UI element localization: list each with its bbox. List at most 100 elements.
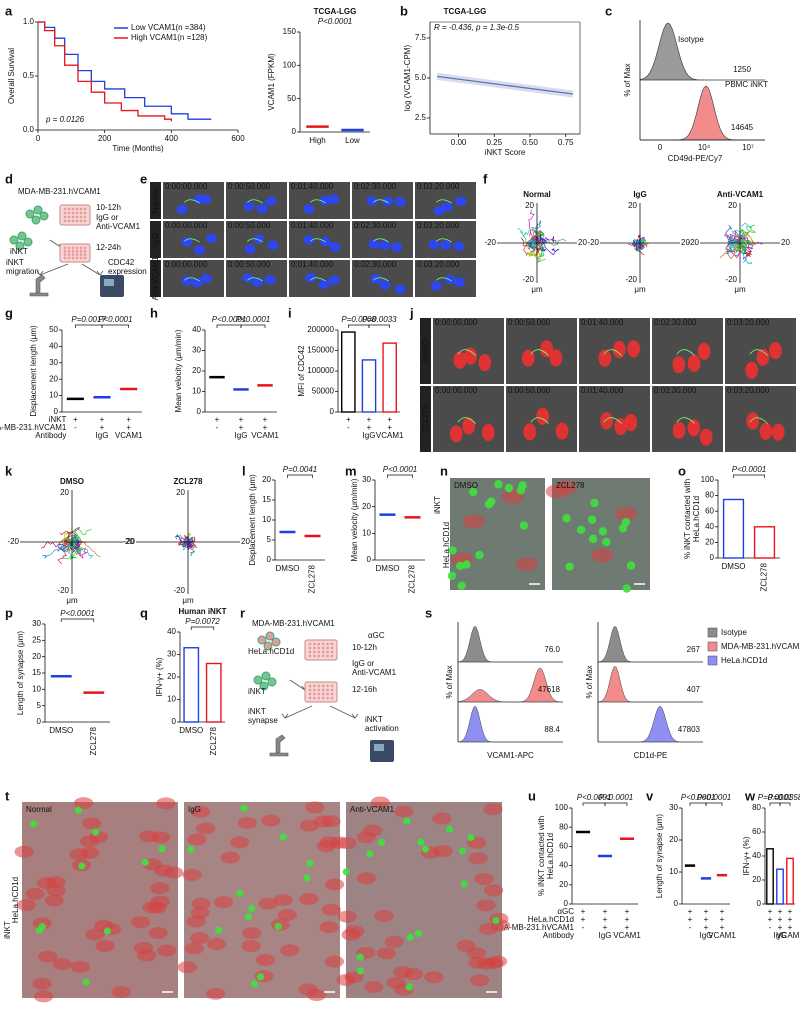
red-cell xyxy=(148,927,168,940)
y-tick-label: 0 xyxy=(292,127,297,136)
timestamp: 0:00:00.000 xyxy=(435,318,478,327)
red-cell xyxy=(230,836,250,849)
schematic-label: expression xyxy=(108,267,147,276)
trajectory xyxy=(734,224,756,244)
well xyxy=(75,246,79,250)
cell-blob xyxy=(181,237,193,247)
axis-label: CD1d-PE xyxy=(634,751,668,760)
cell-icon xyxy=(263,641,273,651)
red-cell xyxy=(150,882,170,895)
green-cell xyxy=(504,483,514,493)
flow-screen xyxy=(374,744,384,751)
condition-value: + xyxy=(720,923,725,932)
well xyxy=(321,646,325,650)
condition-value: + xyxy=(788,923,793,932)
timestamp: 0:03:20.000 xyxy=(417,221,460,230)
schematic-label: IgG or xyxy=(352,659,375,668)
y-tick-label: 80 xyxy=(705,491,714,500)
x-tick-label: 0 xyxy=(36,134,41,143)
p-value: P<0.0001 xyxy=(697,793,731,802)
trajectory xyxy=(632,238,641,244)
trajectory xyxy=(536,236,557,246)
axis-tick: -20 xyxy=(123,537,135,546)
cell-blob xyxy=(462,417,476,435)
green-cell xyxy=(492,916,500,925)
green-cell xyxy=(458,847,467,855)
p-value: P<0.0001 xyxy=(60,609,94,618)
green-cell xyxy=(462,560,471,569)
cell-blob xyxy=(243,201,255,212)
panel-letter: b xyxy=(400,3,408,18)
x-tick-label: ZCL278 xyxy=(408,564,417,593)
cell-icon xyxy=(39,211,49,221)
green-cell xyxy=(622,584,631,593)
cell-blob xyxy=(478,353,492,372)
well xyxy=(308,650,312,654)
cell-blob xyxy=(455,196,467,207)
y-tick-label: 10 xyxy=(362,528,371,537)
well xyxy=(330,650,334,654)
well xyxy=(79,215,83,219)
red-cell xyxy=(299,893,319,906)
timestamp: 0:00:50.000 xyxy=(508,386,551,395)
red-cell xyxy=(484,884,504,897)
well xyxy=(321,654,325,658)
track xyxy=(749,349,768,356)
well xyxy=(330,688,334,692)
cell-blob xyxy=(627,340,641,358)
trajectory xyxy=(528,209,538,244)
cell-icon xyxy=(265,631,275,641)
red-cell xyxy=(370,796,390,809)
panel-letter: h xyxy=(150,305,158,320)
green-cell xyxy=(356,953,364,961)
red-cell xyxy=(164,866,184,879)
panel-letter: r xyxy=(240,605,245,620)
cell-blob xyxy=(251,277,263,288)
trajectory xyxy=(631,239,641,248)
axis-tick: -20 xyxy=(484,238,496,247)
p-bracket xyxy=(101,324,130,328)
y-tick-label: 25 xyxy=(32,635,41,644)
schematic-label: MDA-MB-231.hVCAM1 xyxy=(18,187,101,196)
condition-value: + xyxy=(720,907,725,916)
well xyxy=(63,211,67,215)
track xyxy=(310,238,326,243)
green-cell xyxy=(236,889,244,897)
condition-label: MDA-MB-231.hVCAM1 xyxy=(0,423,67,432)
x-tick-label: High xyxy=(309,136,325,145)
p-bracket xyxy=(347,324,370,328)
y-tick-label: 1.0 xyxy=(23,17,35,26)
y-tick-label: 0 xyxy=(674,899,679,908)
green-cell xyxy=(467,833,475,842)
well xyxy=(317,654,321,658)
track xyxy=(247,277,263,282)
p-bracket xyxy=(190,626,215,630)
axis-label: Mean velocity (μm/min) xyxy=(174,329,183,412)
gate-value: 76.0 xyxy=(544,645,560,654)
microscopy-frame xyxy=(652,386,723,452)
red-cell xyxy=(393,966,413,979)
panel-letter: t xyxy=(5,788,10,803)
y-tick-label: 30 xyxy=(669,803,678,812)
schematic-label: activation xyxy=(365,724,399,733)
condition-value: + xyxy=(581,915,586,924)
red-cell xyxy=(374,909,394,922)
chart-title: TCGA-LGG xyxy=(444,7,487,16)
condition-value: + xyxy=(263,423,268,432)
condition-value: + xyxy=(215,415,220,424)
panel-letter: e xyxy=(140,171,147,186)
x-tick-label: Low xyxy=(345,136,360,145)
y-tick-label: 100 xyxy=(701,475,715,484)
red-cell xyxy=(80,835,100,848)
y-tick-label: 0 xyxy=(757,899,762,908)
green-cell xyxy=(366,850,374,858)
red-cell xyxy=(130,916,151,929)
cell-blob xyxy=(328,275,340,286)
condition-value: + xyxy=(239,415,244,424)
cell-blob xyxy=(200,273,212,284)
cell-blob xyxy=(441,201,453,212)
well xyxy=(330,696,334,700)
p-value: P<0.0001 xyxy=(681,793,715,802)
row-strip xyxy=(150,221,161,258)
axis-label: VCAM1-APC xyxy=(487,751,534,760)
